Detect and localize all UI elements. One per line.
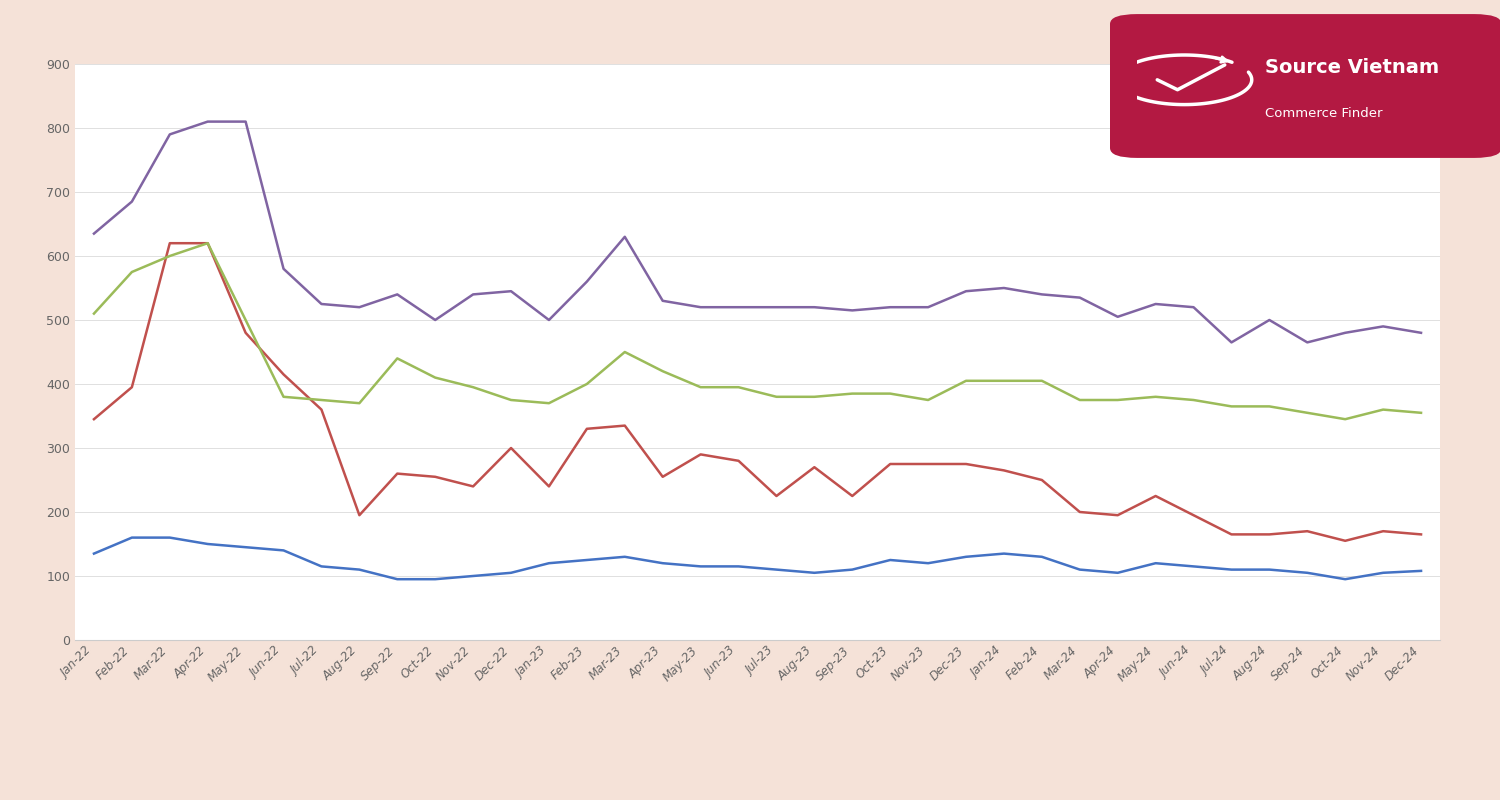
Text: Commerce Finder: Commerce Finder xyxy=(1264,106,1383,120)
FancyBboxPatch shape xyxy=(1110,14,1500,158)
Text: Source Vietnam: Source Vietnam xyxy=(1264,58,1440,77)
